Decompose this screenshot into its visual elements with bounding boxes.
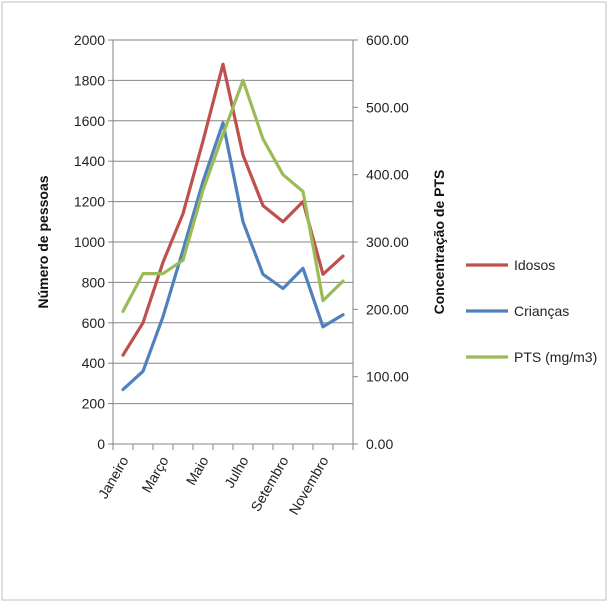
y-tick-label: 2000 [74,32,105,48]
y-tick-label: 1000 [74,234,105,250]
y-axis-title: Número de pessoas [35,175,51,308]
y2-tick-label: 600.00 [366,32,409,48]
axes [112,39,358,450]
y2-tick-label: 500.00 [366,99,409,115]
y-tick-label: 400 [82,355,106,371]
y2-tick-label: 200.00 [366,301,409,317]
y-tick-label: 600 [82,315,106,331]
legend-label: PTS (mg/m3) [514,349,597,365]
y2-axis-title: Concentração de PTS [431,170,447,315]
y-tick-label: 1600 [74,113,105,129]
left-axis-ticks: 0 200 400 600 800 1000 1200 1400 1600 1800 2000 [74,32,105,452]
y-tick-label: 200 [82,396,106,412]
y2-tick-label: 100.00 [366,369,409,385]
legend: Idosos Crianças PTS (mg/m3) [466,257,597,365]
y-tick-label: 1200 [74,194,105,210]
grid-lines [108,39,353,445]
y-tick-label: 1800 [74,72,105,88]
series-line-pts-mg-m3 [121,78,345,313]
series-line-crian-as [121,121,345,392]
y-tick-label: 0 [97,436,105,452]
y2-tick-label: 300.00 [366,234,409,250]
y2-tick-label: 0.00 [366,436,393,452]
right-axis-ticks: 0.00 100.00 200.00 300.00 400.00 500.00 600.00 [366,32,409,452]
y-tick-label: 1400 [74,153,105,169]
y-tick-label: 800 [82,274,106,290]
y2-tick-label: 400.00 [366,167,409,183]
legend-label: Idosos [514,257,555,273]
series-lines [121,62,345,392]
legend-label: Crianças [514,303,569,319]
